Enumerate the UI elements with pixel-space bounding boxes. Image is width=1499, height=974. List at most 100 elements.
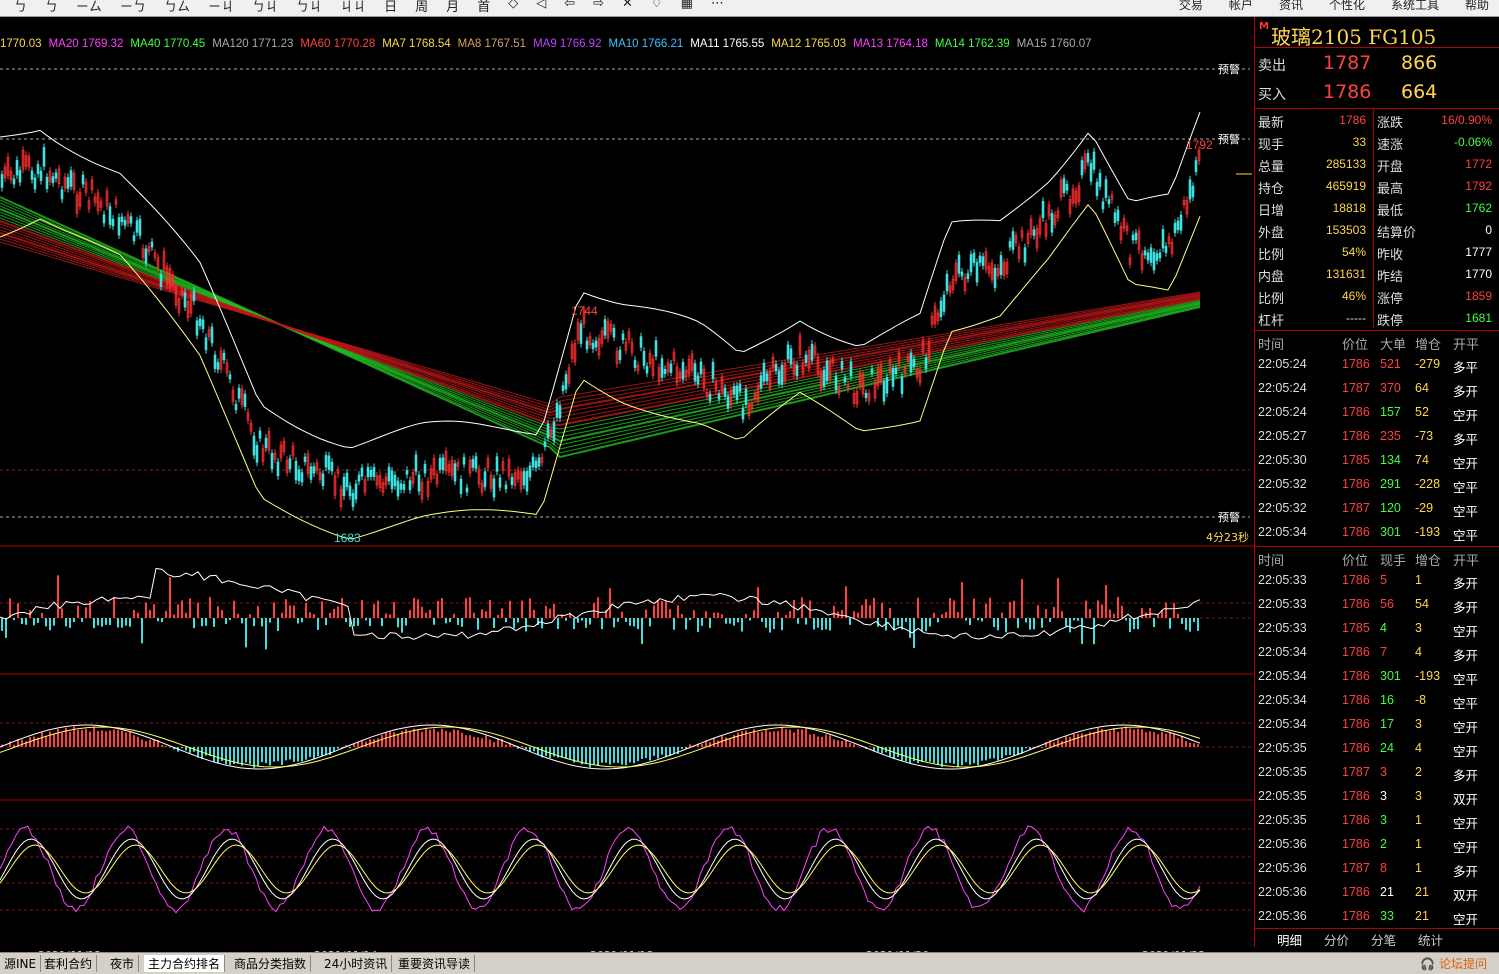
candle-body — [681, 362, 685, 380]
status-tab-4[interactable]: 商品分类指数 — [230, 955, 312, 972]
menu-item-3[interactable]: 个性化 — [1328, 0, 1365, 12]
candle-body — [624, 341, 628, 351]
forum-link[interactable]: 🎧 论坛提问 — [1420, 955, 1487, 972]
toolbar-button-20[interactable]: ⋯ — [710, 0, 724, 11]
toolbar-button-15[interactable]: ⇦ — [564, 0, 576, 11]
toolbar-button-16[interactable]: ⇨ — [593, 0, 605, 11]
candle-body — [495, 456, 499, 472]
candle-body — [183, 292, 187, 308]
status-tab-1[interactable]: 套利合约 — [40, 955, 98, 972]
tick-row: 22:05:33 1786 56 54 多开 — [1255, 592, 1499, 616]
toolbar-button-19[interactable]: ▦ — [680, 0, 693, 11]
macd-dea-line — [0, 726, 1201, 768]
candle-body — [45, 176, 49, 189]
candle-body — [6, 157, 10, 176]
quote-left-row-7: 内盘 131631 — [1255, 263, 1372, 285]
toolbar-button-1[interactable]: ㄅ — [45, 0, 59, 15]
candle-body — [783, 363, 787, 382]
menu-item-0[interactable]: 交易 — [1178, 0, 1203, 12]
menu-item-1[interactable]: 帐户 — [1228, 0, 1253, 12]
side-tab-1[interactable]: 分价 — [1324, 933, 1350, 948]
quote-key: 最新 — [1258, 116, 1285, 131]
candle-body — [705, 391, 709, 397]
candle-body — [162, 251, 166, 271]
candle-body — [747, 403, 751, 417]
top-toolbar: ㄅ ㄅ ㄧㄙ ㄧㄅ ㄅㄙ ㄧㄐ ㄅㄐ ㄅㄐ ㄐㄐ 日 周 月 首 ◇ ◁ ⇦ ⇨ ✕ ♢ ▦ ⋯ 交易 帐户 资讯 个性化 系统… — [0, 0, 1499, 17]
candle-body — [963, 276, 967, 291]
candle-body — [1071, 188, 1075, 204]
quote-value: 18818 — [1332, 201, 1366, 215]
candle-body — [996, 267, 1000, 276]
toolbar-button-13[interactable]: ◇ — [508, 0, 519, 11]
candle-body — [144, 248, 148, 264]
status-tab-0[interactable]: 源INE — [0, 955, 42, 972]
toolbar-button-4[interactable]: ㄅㄙ — [164, 0, 191, 15]
side-tab-3[interactable]: 统计 — [1418, 933, 1444, 948]
tick-cell: -8 — [1415, 693, 1427, 707]
status-tab-2[interactable]: 夜市 — [106, 955, 140, 972]
menu-item-2[interactable]: 资讯 — [1278, 0, 1303, 12]
toolbar-button-0[interactable]: ㄅ — [14, 0, 28, 15]
toolbar-button-11[interactable]: 月 — [446, 0, 460, 15]
menu-item-4[interactable]: 系统工具 — [1390, 0, 1439, 12]
candle-body — [393, 474, 397, 487]
toolbar-button-8[interactable]: ㄐㄐ — [340, 0, 367, 15]
quote-right-row-9: 跌停 1681 — [1374, 307, 1498, 329]
candle-body — [234, 403, 238, 411]
candle-body — [666, 362, 670, 373]
toolbar-button-18[interactable]: ♢ — [650, 0, 663, 11]
contract-title[interactable]: 玻璃2105 FG105 — [1271, 25, 1437, 49]
side-tab-2[interactable]: 分笔 — [1371, 933, 1397, 948]
candle-body — [366, 466, 370, 478]
tick-cell: 22:05:33 — [1258, 573, 1307, 587]
quote-key: 昨收 — [1377, 248, 1404, 263]
big-trade-header-col: 大单 — [1380, 338, 1407, 353]
candle-body — [699, 361, 703, 375]
tick-cell: 22:05:34 — [1258, 693, 1307, 707]
candle-body — [33, 177, 37, 190]
toolbar-button-9[interactable]: 日 — [384, 0, 398, 15]
tick-cell: 301 — [1380, 669, 1401, 683]
ma-indicator-6: MA8 1767.51 — [457, 38, 527, 50]
candle-body — [141, 247, 145, 258]
side-tab-0[interactable]: 明细 — [1277, 933, 1303, 948]
candle-body — [900, 376, 904, 394]
toolbar-button-7[interactable]: ㄅㄐ — [296, 0, 323, 15]
candle-body — [795, 364, 799, 377]
candle-body — [1143, 250, 1147, 256]
big-trade-row: 22:05:30 1785 134 74 空开 — [1255, 448, 1499, 472]
candle-body — [999, 255, 1003, 275]
countdown-label: 4分23秒 — [1206, 530, 1249, 544]
quote-key: 比例 — [1258, 248, 1285, 263]
headset-icon: 🎧 — [1420, 957, 1436, 971]
status-tab-6[interactable]: 重要资讯导读 — [394, 955, 476, 972]
toolbar-button-12[interactable]: 首 — [477, 0, 491, 15]
toolbar-button-5[interactable]: ㄧㄐ — [208, 0, 235, 15]
toolbar-button-3[interactable]: ㄧㄅ — [120, 0, 147, 15]
toolbar-button-2[interactable]: ㄧㄙ — [76, 0, 103, 15]
toolbar-button-10[interactable]: 周 — [415, 0, 429, 15]
candle-body — [1047, 204, 1051, 217]
ma-ribbon-line — [0, 199, 1201, 454]
quote-left-row-3: 持仓 465919 — [1255, 175, 1372, 197]
big-trade-row: 22:05:34 1786 301 -193 空平 — [1255, 520, 1499, 544]
status-tab-5[interactable]: 24小时资讯 — [320, 955, 393, 972]
toolbar-button-6[interactable]: ㄅㄐ — [252, 0, 279, 15]
menu-item-5[interactable]: 帮助 — [1464, 0, 1489, 12]
candle-body — [1182, 200, 1186, 205]
candle-body — [108, 206, 112, 225]
candle-body — [324, 455, 328, 468]
big-trade-cell: 120 — [1380, 501, 1401, 515]
candle-body — [1164, 245, 1168, 253]
tick-cell: 16 — [1380, 693, 1394, 707]
toolbar-button-17[interactable]: ✕ — [622, 0, 633, 11]
quote-left-row-2: 总量 285133 — [1255, 153, 1372, 175]
big-trade-cell: 291 — [1380, 477, 1401, 491]
candle-body — [180, 289, 184, 296]
toolbar-button-14[interactable]: ◁ — [536, 0, 547, 11]
status-tab-3[interactable]: 主力合约排名 — [144, 955, 226, 972]
candle-body — [603, 319, 607, 336]
kline-chart-area[interactable]: 1770.03 MA20 1769.32 MA40 1770.45 MA120 177… — [0, 17, 1254, 962]
candle-body — [225, 362, 229, 374]
